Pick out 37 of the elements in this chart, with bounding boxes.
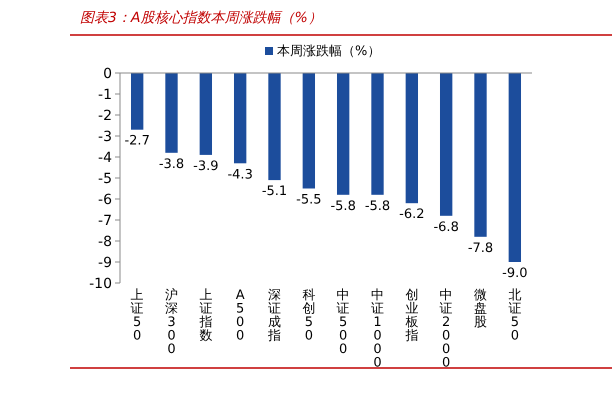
x-tick-label: 上证指数 <box>198 288 212 344</box>
x-tick-label: 微盘股 <box>474 288 487 330</box>
x-tick-label: 中证2000 <box>440 288 453 370</box>
y-tick-label: -10 <box>89 276 112 292</box>
y-tick-label: -5 <box>98 170 112 187</box>
x-tick-label: 中证500 <box>336 288 350 357</box>
text: -9.0 <box>502 266 528 281</box>
chart-title: 图表3：A股核心指数本周涨跌幅（%） <box>80 10 322 26</box>
legend-label: 本周涨跌幅（%） <box>277 44 380 59</box>
x-tick-label: 上证50 <box>130 288 144 344</box>
text: -6.2 <box>399 207 425 222</box>
text: -5.8 <box>364 198 390 214</box>
text: -5.8 <box>330 198 356 214</box>
text: -5.5 <box>296 192 322 208</box>
x-tick-label: A500 <box>236 288 245 344</box>
y-tick-label: -1 <box>98 86 112 103</box>
y-tick-label: -8 <box>98 234 112 250</box>
y-tick-label: -4 <box>98 150 112 166</box>
x-tick-label: 中证1000 <box>371 288 384 370</box>
text: -3.9 <box>193 158 219 174</box>
text: -4.3 <box>227 167 253 182</box>
x-tick-label: 沪深300 <box>165 287 178 357</box>
x-tick-label: 北证50 <box>508 288 522 344</box>
x-tick-label: 科创50 <box>302 288 316 344</box>
y-tick-label: -3 <box>98 128 112 145</box>
x-tick-label: 深证成指 <box>267 288 281 344</box>
y-tick-label: -2 <box>98 108 112 124</box>
text: -2.7 <box>124 134 150 149</box>
y-tick-label: 0 <box>103 66 112 82</box>
y-tick-label: -9 <box>98 254 112 271</box>
text: -3.8 <box>158 156 184 172</box>
text: -7.8 <box>468 240 494 256</box>
y-tick-label: -7 <box>98 212 112 229</box>
x-tick-label: 创业板指 <box>404 288 418 344</box>
y-tick-label: -6 <box>98 192 112 208</box>
text: -5.1 <box>262 184 288 200</box>
text: -6.8 <box>433 220 459 235</box>
